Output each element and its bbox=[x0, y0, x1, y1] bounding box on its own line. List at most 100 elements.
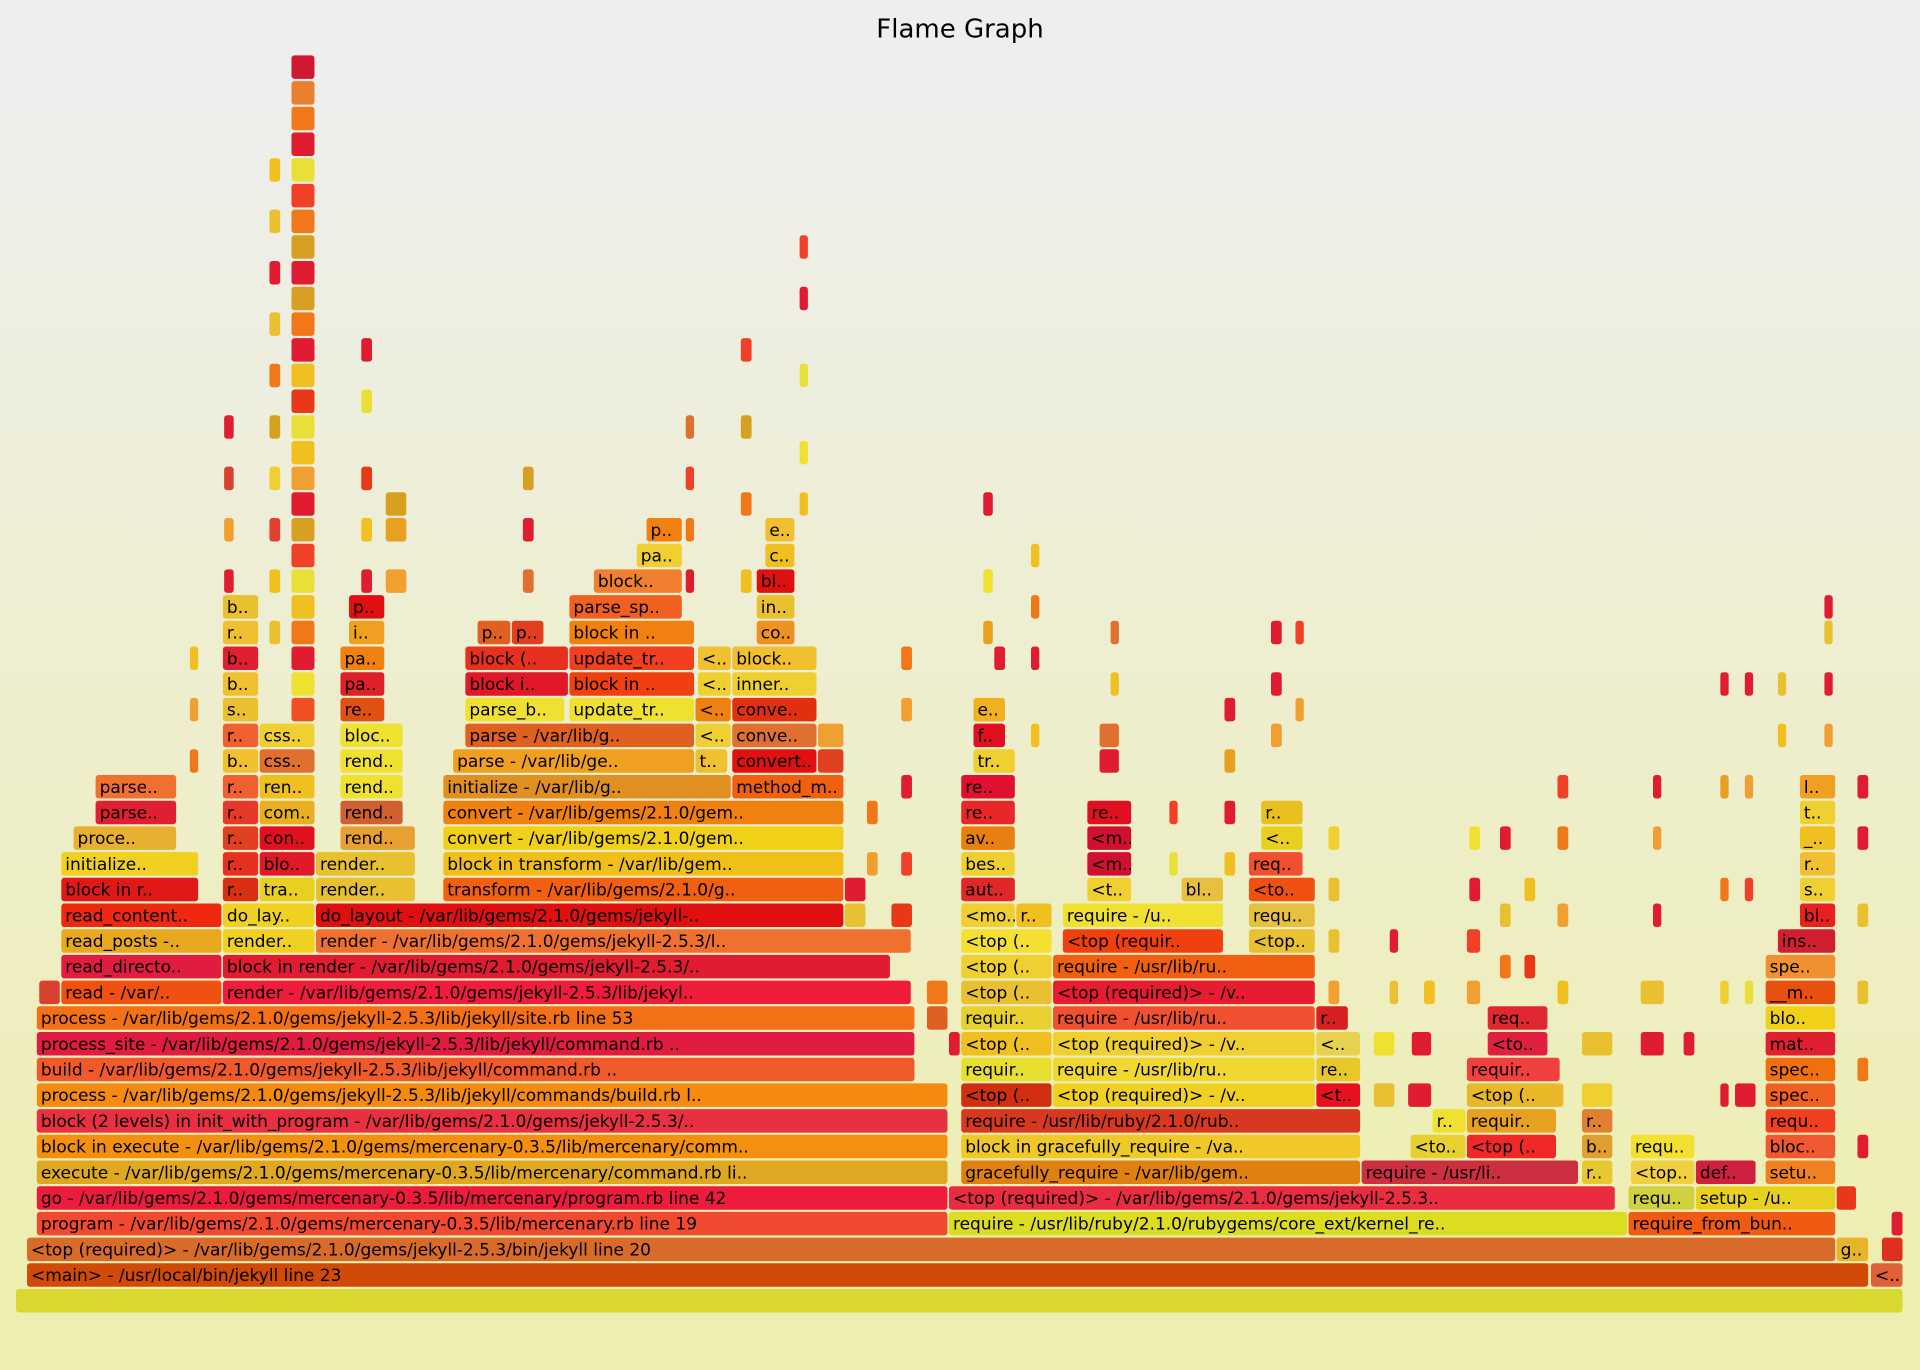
frame[interactable] bbox=[1373, 1083, 1395, 1107]
frame[interactable]: conve.. bbox=[732, 723, 817, 748]
frame[interactable]: r.. bbox=[1581, 1160, 1613, 1185]
frame[interactable] bbox=[1557, 826, 1569, 850]
frame[interactable]: <top (required)> - /v.. bbox=[1053, 1032, 1315, 1056]
frame[interactable] bbox=[269, 415, 281, 439]
frame[interactable]: spe.. bbox=[1765, 954, 1836, 979]
frame[interactable] bbox=[1270, 723, 1282, 748]
frame[interactable]: block in render - /var/lib/gems/2.1.0/ge… bbox=[222, 954, 890, 979]
frame[interactable] bbox=[269, 158, 281, 182]
frame[interactable]: r.. bbox=[1799, 852, 1836, 876]
frame[interactable] bbox=[189, 646, 199, 671]
frame[interactable]: tr.. bbox=[973, 749, 1015, 773]
frame[interactable] bbox=[817, 723, 844, 748]
frame[interactable]: requ.. bbox=[1765, 1109, 1836, 1133]
frame[interactable]: pa.. bbox=[636, 543, 682, 568]
frame[interactable] bbox=[1744, 672, 1754, 696]
frame[interactable]: process - /var/lib/gems/2.1.0/gems/jekyl… bbox=[36, 1006, 915, 1030]
frame[interactable] bbox=[983, 620, 993, 645]
frame[interactable]: p.. bbox=[349, 595, 385, 619]
frame[interactable] bbox=[1744, 980, 1754, 1005]
frame[interactable] bbox=[224, 569, 234, 593]
frame[interactable] bbox=[269, 569, 281, 593]
frame[interactable]: g.. bbox=[1836, 1237, 1869, 1262]
frame[interactable] bbox=[1389, 980, 1399, 1005]
frame[interactable]: con.. bbox=[259, 826, 315, 850]
frame[interactable]: in.. bbox=[756, 595, 795, 619]
frame[interactable] bbox=[1891, 1211, 1903, 1236]
frame[interactable] bbox=[1499, 826, 1511, 850]
frame[interactable] bbox=[385, 569, 407, 593]
frame[interactable] bbox=[1777, 723, 1787, 748]
frame[interactable]: read_directo.. bbox=[61, 954, 222, 979]
frame[interactable]: inner.. bbox=[732, 672, 817, 696]
frame[interactable] bbox=[1857, 775, 1869, 799]
frame[interactable] bbox=[291, 183, 315, 208]
frame[interactable]: <top (.. bbox=[1466, 1083, 1564, 1107]
frame[interactable]: <top (required)> - /v.. bbox=[1053, 980, 1315, 1005]
frame[interactable]: bloc.. bbox=[340, 723, 403, 748]
frame[interactable] bbox=[866, 800, 878, 825]
frame[interactable]: <top (.. bbox=[1466, 1134, 1556, 1159]
frame[interactable]: r.. bbox=[222, 723, 259, 748]
frame[interactable] bbox=[1499, 903, 1511, 928]
frame[interactable] bbox=[361, 466, 373, 491]
frame[interactable] bbox=[1031, 646, 1040, 671]
frame[interactable]: e.. bbox=[973, 697, 1006, 722]
frame[interactable]: <.. bbox=[695, 697, 731, 722]
frame[interactable] bbox=[1169, 800, 1178, 825]
frame[interactable]: mat.. bbox=[1765, 1032, 1836, 1056]
frame[interactable] bbox=[385, 518, 407, 542]
frame[interactable] bbox=[39, 980, 60, 1005]
frame[interactable]: convert.. bbox=[732, 749, 817, 773]
frame[interactable]: do_layout - /var/lib/gems/2.1.0/gems/jek… bbox=[315, 903, 844, 928]
frame[interactable] bbox=[994, 646, 1006, 671]
frame[interactable]: spec.. bbox=[1765, 1083, 1836, 1107]
frame[interactable] bbox=[1881, 1237, 1903, 1262]
frame[interactable]: convert - /var/lib/gems/2.1.0/gem.. bbox=[443, 800, 844, 825]
frame[interactable]: <.. bbox=[1316, 1032, 1361, 1056]
frame[interactable] bbox=[844, 877, 866, 902]
frame[interactable]: aut.. bbox=[961, 877, 1015, 902]
frame[interactable]: ins.. bbox=[1777, 929, 1836, 953]
frame[interactable] bbox=[1744, 877, 1754, 902]
frame[interactable]: f.. bbox=[973, 723, 1006, 748]
frame[interactable]: b.. bbox=[222, 749, 259, 773]
frame[interactable] bbox=[1224, 852, 1236, 876]
frame[interactable] bbox=[901, 646, 912, 671]
frame[interactable]: s.. bbox=[1799, 877, 1836, 902]
frame[interactable] bbox=[1099, 749, 1119, 773]
frame[interactable] bbox=[1469, 877, 1481, 902]
frame[interactable] bbox=[740, 492, 752, 516]
frame[interactable] bbox=[1469, 826, 1481, 850]
frame[interactable] bbox=[1499, 954, 1511, 979]
frame[interactable] bbox=[1720, 1083, 1729, 1107]
frame[interactable]: block.. bbox=[732, 646, 817, 671]
frame[interactable]: bl.. bbox=[756, 569, 795, 593]
frame[interactable] bbox=[1720, 877, 1729, 902]
frame[interactable]: p.. bbox=[511, 620, 544, 645]
frame[interactable] bbox=[1169, 852, 1178, 876]
frame[interactable] bbox=[1824, 672, 1833, 696]
frame[interactable] bbox=[1270, 672, 1282, 696]
frame[interactable]: <top (required)> - /var/lib/gems/2.1.0/g… bbox=[948, 1186, 1615, 1210]
frame[interactable] bbox=[269, 363, 281, 388]
frame[interactable]: block in .. bbox=[569, 620, 695, 645]
frame[interactable]: re.. bbox=[1316, 1057, 1361, 1082]
frame[interactable]: require - /usr/lib/ru.. bbox=[1053, 1057, 1315, 1082]
frame[interactable]: re.. bbox=[340, 697, 385, 722]
frame[interactable] bbox=[1099, 723, 1119, 748]
frame[interactable]: parse.. bbox=[95, 775, 177, 799]
frame[interactable] bbox=[269, 620, 281, 645]
frame[interactable] bbox=[269, 518, 281, 542]
frame[interactable] bbox=[866, 852, 878, 876]
frame[interactable]: block in transform - /var/lib/gem.. bbox=[443, 852, 844, 876]
frame[interactable]: read_content.. bbox=[61, 903, 222, 928]
frame[interactable]: requir.. bbox=[1466, 1057, 1560, 1082]
frame[interactable] bbox=[1031, 723, 1040, 748]
frame[interactable] bbox=[1683, 1032, 1695, 1056]
frame[interactable] bbox=[361, 518, 373, 542]
frame[interactable]: bl.. bbox=[1181, 877, 1223, 902]
frame[interactable] bbox=[224, 466, 234, 491]
frame[interactable] bbox=[291, 440, 315, 465]
frame[interactable] bbox=[291, 466, 315, 491]
